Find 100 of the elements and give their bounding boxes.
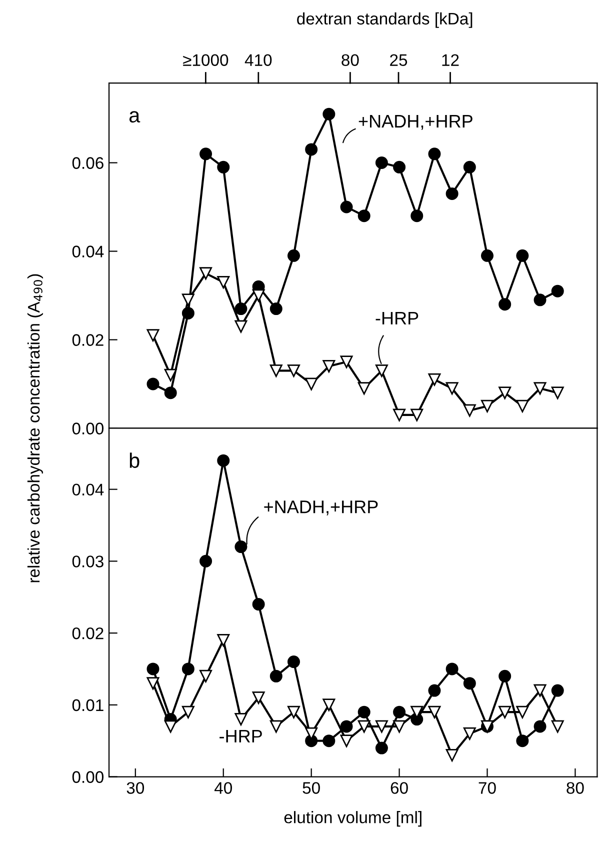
point	[498, 706, 512, 718]
point	[182, 706, 194, 718]
point	[217, 160, 230, 174]
point	[534, 720, 546, 733]
point	[358, 382, 370, 395]
point	[358, 210, 370, 222]
point	[516, 400, 529, 412]
y-axis-title: relative carbohydrate concentration (A$_{490}$)	[27, 274, 43, 582]
x-tick-label: 70	[478, 782, 496, 794]
text: 410	[244, 54, 272, 66]
point	[410, 210, 424, 222]
y-tick-label: 0.02	[72, 627, 104, 640]
point	[446, 662, 458, 676]
point	[322, 734, 336, 748]
y-tick-label: 0.06	[72, 157, 104, 169]
point	[234, 302, 248, 316]
point	[481, 249, 494, 262]
point	[551, 684, 564, 697]
point	[305, 143, 318, 156]
text: dextran standards [kDa]	[297, 12, 472, 28]
point	[146, 329, 160, 342]
point	[322, 698, 336, 712]
point	[200, 670, 212, 682]
point	[551, 720, 564, 733]
point	[164, 386, 177, 400]
point	[551, 386, 564, 400]
point	[340, 734, 353, 748]
point	[340, 356, 353, 368]
point	[200, 554, 212, 568]
point	[551, 284, 564, 298]
y-tick-label: 0.00	[72, 422, 104, 434]
annotation: b	[130, 452, 140, 468]
point	[322, 108, 336, 120]
point	[217, 634, 230, 646]
text: 12	[442, 54, 459, 66]
text: ≥1000	[183, 54, 228, 66]
point	[446, 382, 458, 395]
point	[534, 684, 546, 697]
x-tick-label: 30	[126, 782, 144, 794]
point	[252, 598, 265, 611]
point	[463, 404, 476, 417]
point	[234, 320, 248, 333]
point	[146, 677, 160, 690]
y-tick-label: 0.03	[72, 556, 104, 568]
point	[287, 656, 300, 668]
point	[182, 294, 194, 306]
text: 80	[342, 54, 359, 66]
point	[287, 706, 300, 718]
point	[463, 727, 476, 740]
point	[428, 148, 441, 160]
point	[516, 734, 529, 748]
point	[287, 249, 300, 262]
point	[393, 408, 406, 422]
point	[252, 691, 265, 704]
point	[498, 386, 512, 400]
point	[217, 454, 230, 467]
point	[270, 364, 282, 377]
point	[164, 368, 177, 382]
series-label: +NADH,+HRP	[264, 500, 378, 516]
text: 25	[390, 54, 408, 66]
point	[200, 267, 212, 280]
point	[164, 720, 177, 733]
point	[446, 187, 458, 200]
point	[481, 400, 494, 412]
text: -HRP	[376, 312, 418, 324]
point	[146, 662, 160, 676]
point	[305, 378, 318, 390]
point	[516, 249, 529, 262]
x-tick-label: 60	[390, 782, 408, 794]
point	[217, 276, 230, 288]
point	[393, 160, 406, 174]
point	[270, 720, 282, 733]
y-tick-label: 0.01	[72, 699, 104, 712]
point	[534, 382, 546, 395]
point	[270, 670, 282, 682]
point	[428, 684, 441, 697]
point	[358, 720, 370, 733]
point	[498, 298, 512, 311]
point	[270, 302, 282, 316]
point	[463, 160, 476, 174]
point	[375, 720, 388, 733]
point	[428, 373, 441, 386]
x-axis-title: elution volume [ml]	[284, 811, 422, 827]
y-tick-label: 0.04	[72, 484, 104, 496]
point	[375, 364, 388, 377]
point	[375, 156, 388, 169]
point	[358, 706, 370, 718]
point	[234, 540, 248, 554]
point	[234, 713, 248, 726]
point	[146, 378, 160, 390]
point	[340, 720, 353, 733]
point	[393, 706, 406, 718]
x-tick-label: 80	[566, 782, 584, 794]
point	[446, 748, 458, 762]
point	[498, 670, 512, 682]
point	[252, 289, 265, 302]
point	[516, 706, 529, 718]
point	[340, 200, 353, 214]
point	[534, 294, 546, 306]
point	[375, 742, 388, 754]
